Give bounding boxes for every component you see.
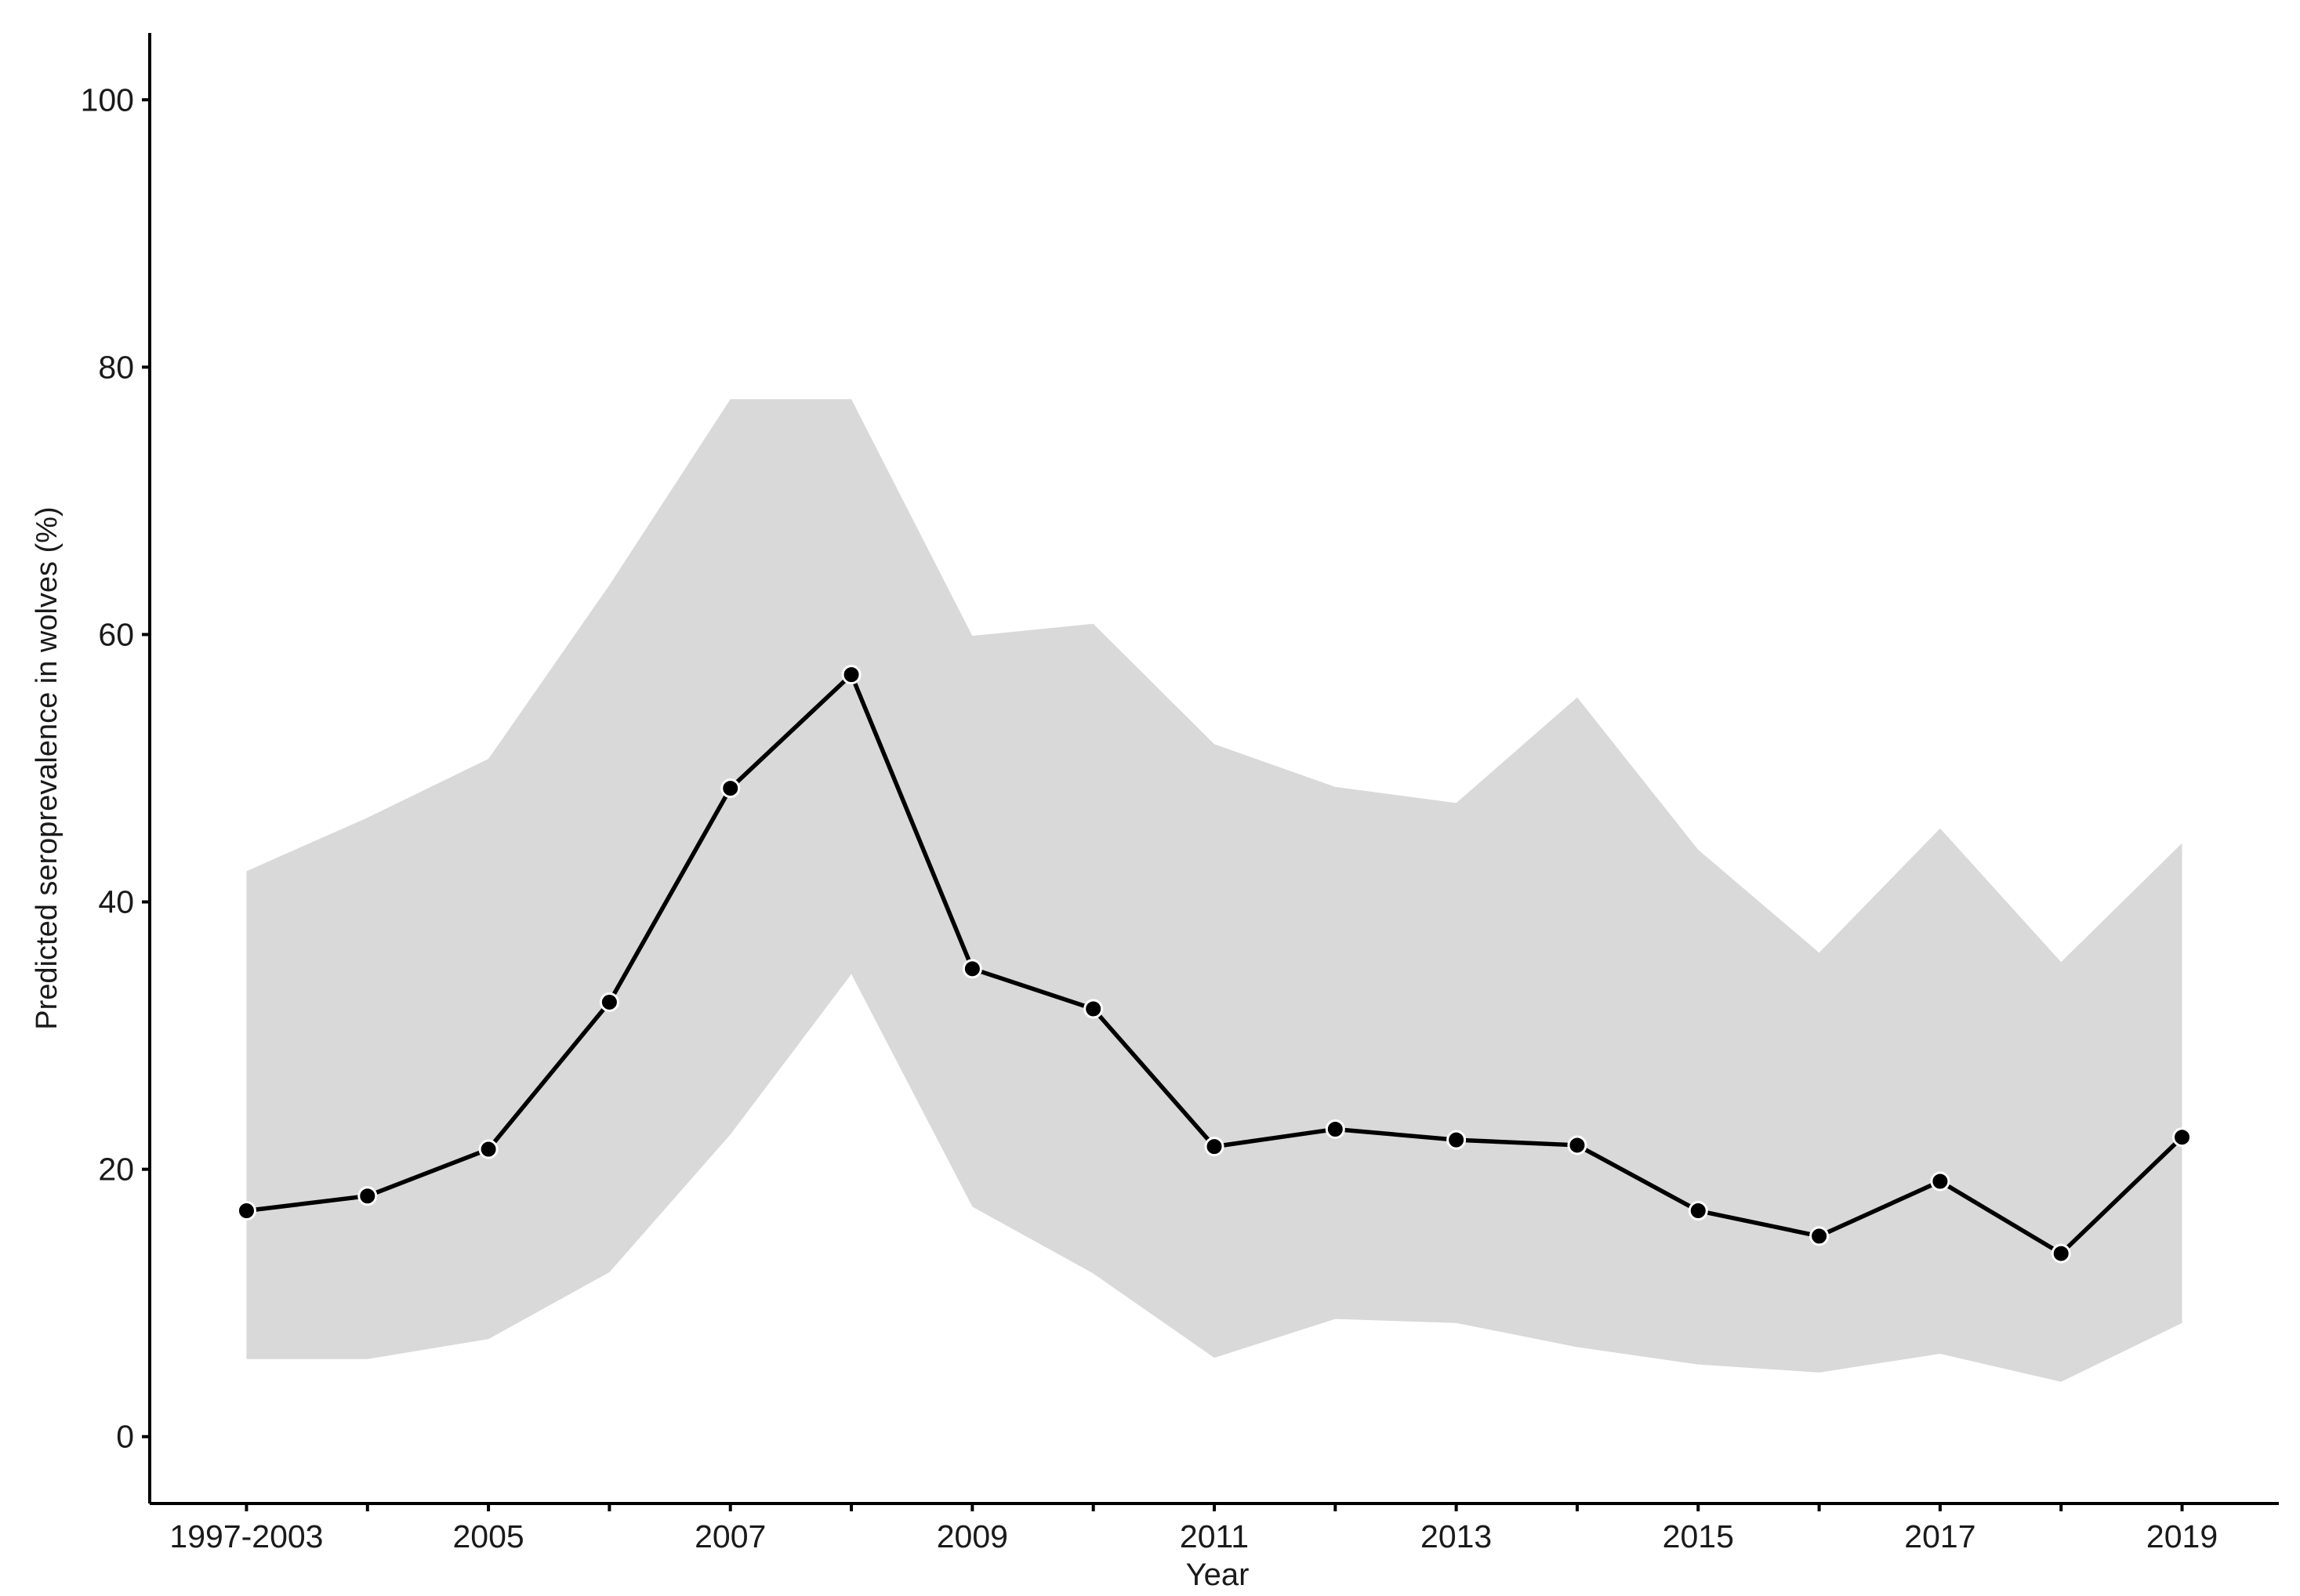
x-tick-label: 2007 [695,1518,766,1554]
y-axis-title: Predicted seroprevalence in wolves (%) [31,506,63,1029]
point [2172,1127,2193,1148]
point [357,1186,378,1206]
point [1204,1137,1224,1157]
point [1567,1135,1587,1155]
y-tick-label: 40 [98,884,134,920]
point [720,778,741,799]
point [1446,1130,1467,1150]
y-tick-label: 60 [98,616,134,652]
y-tick-label: 100 [81,82,134,118]
x-tick-label: 2019 [2146,1518,2218,1554]
x-tick-label: 2005 [452,1518,524,1554]
point [1688,1201,1708,1221]
x-tick-label: 2011 [1180,1518,1249,1554]
confidence-band [246,399,2182,1382]
point [1325,1119,1345,1139]
x-tick-label: 2013 [1420,1518,1492,1554]
x-tick-label: 2015 [1663,1518,1734,1554]
point [962,959,982,979]
x-tick-label: 1997-2003 [169,1518,323,1554]
point [478,1139,499,1159]
y-tick-label: 0 [116,1419,134,1455]
point [841,665,862,685]
point [2051,1243,2071,1264]
point [1083,999,1104,1019]
point [1809,1226,1830,1246]
point [236,1201,256,1221]
point [599,992,619,1012]
y-tick-label: 80 [98,349,134,385]
x-tick-label: 2017 [1904,1518,1975,1554]
point [1930,1171,1950,1192]
y-tick-label: 20 [98,1152,134,1188]
x-tick-label: 2009 [937,1518,1008,1554]
x-axis-title: Year [1186,1558,1250,1592]
